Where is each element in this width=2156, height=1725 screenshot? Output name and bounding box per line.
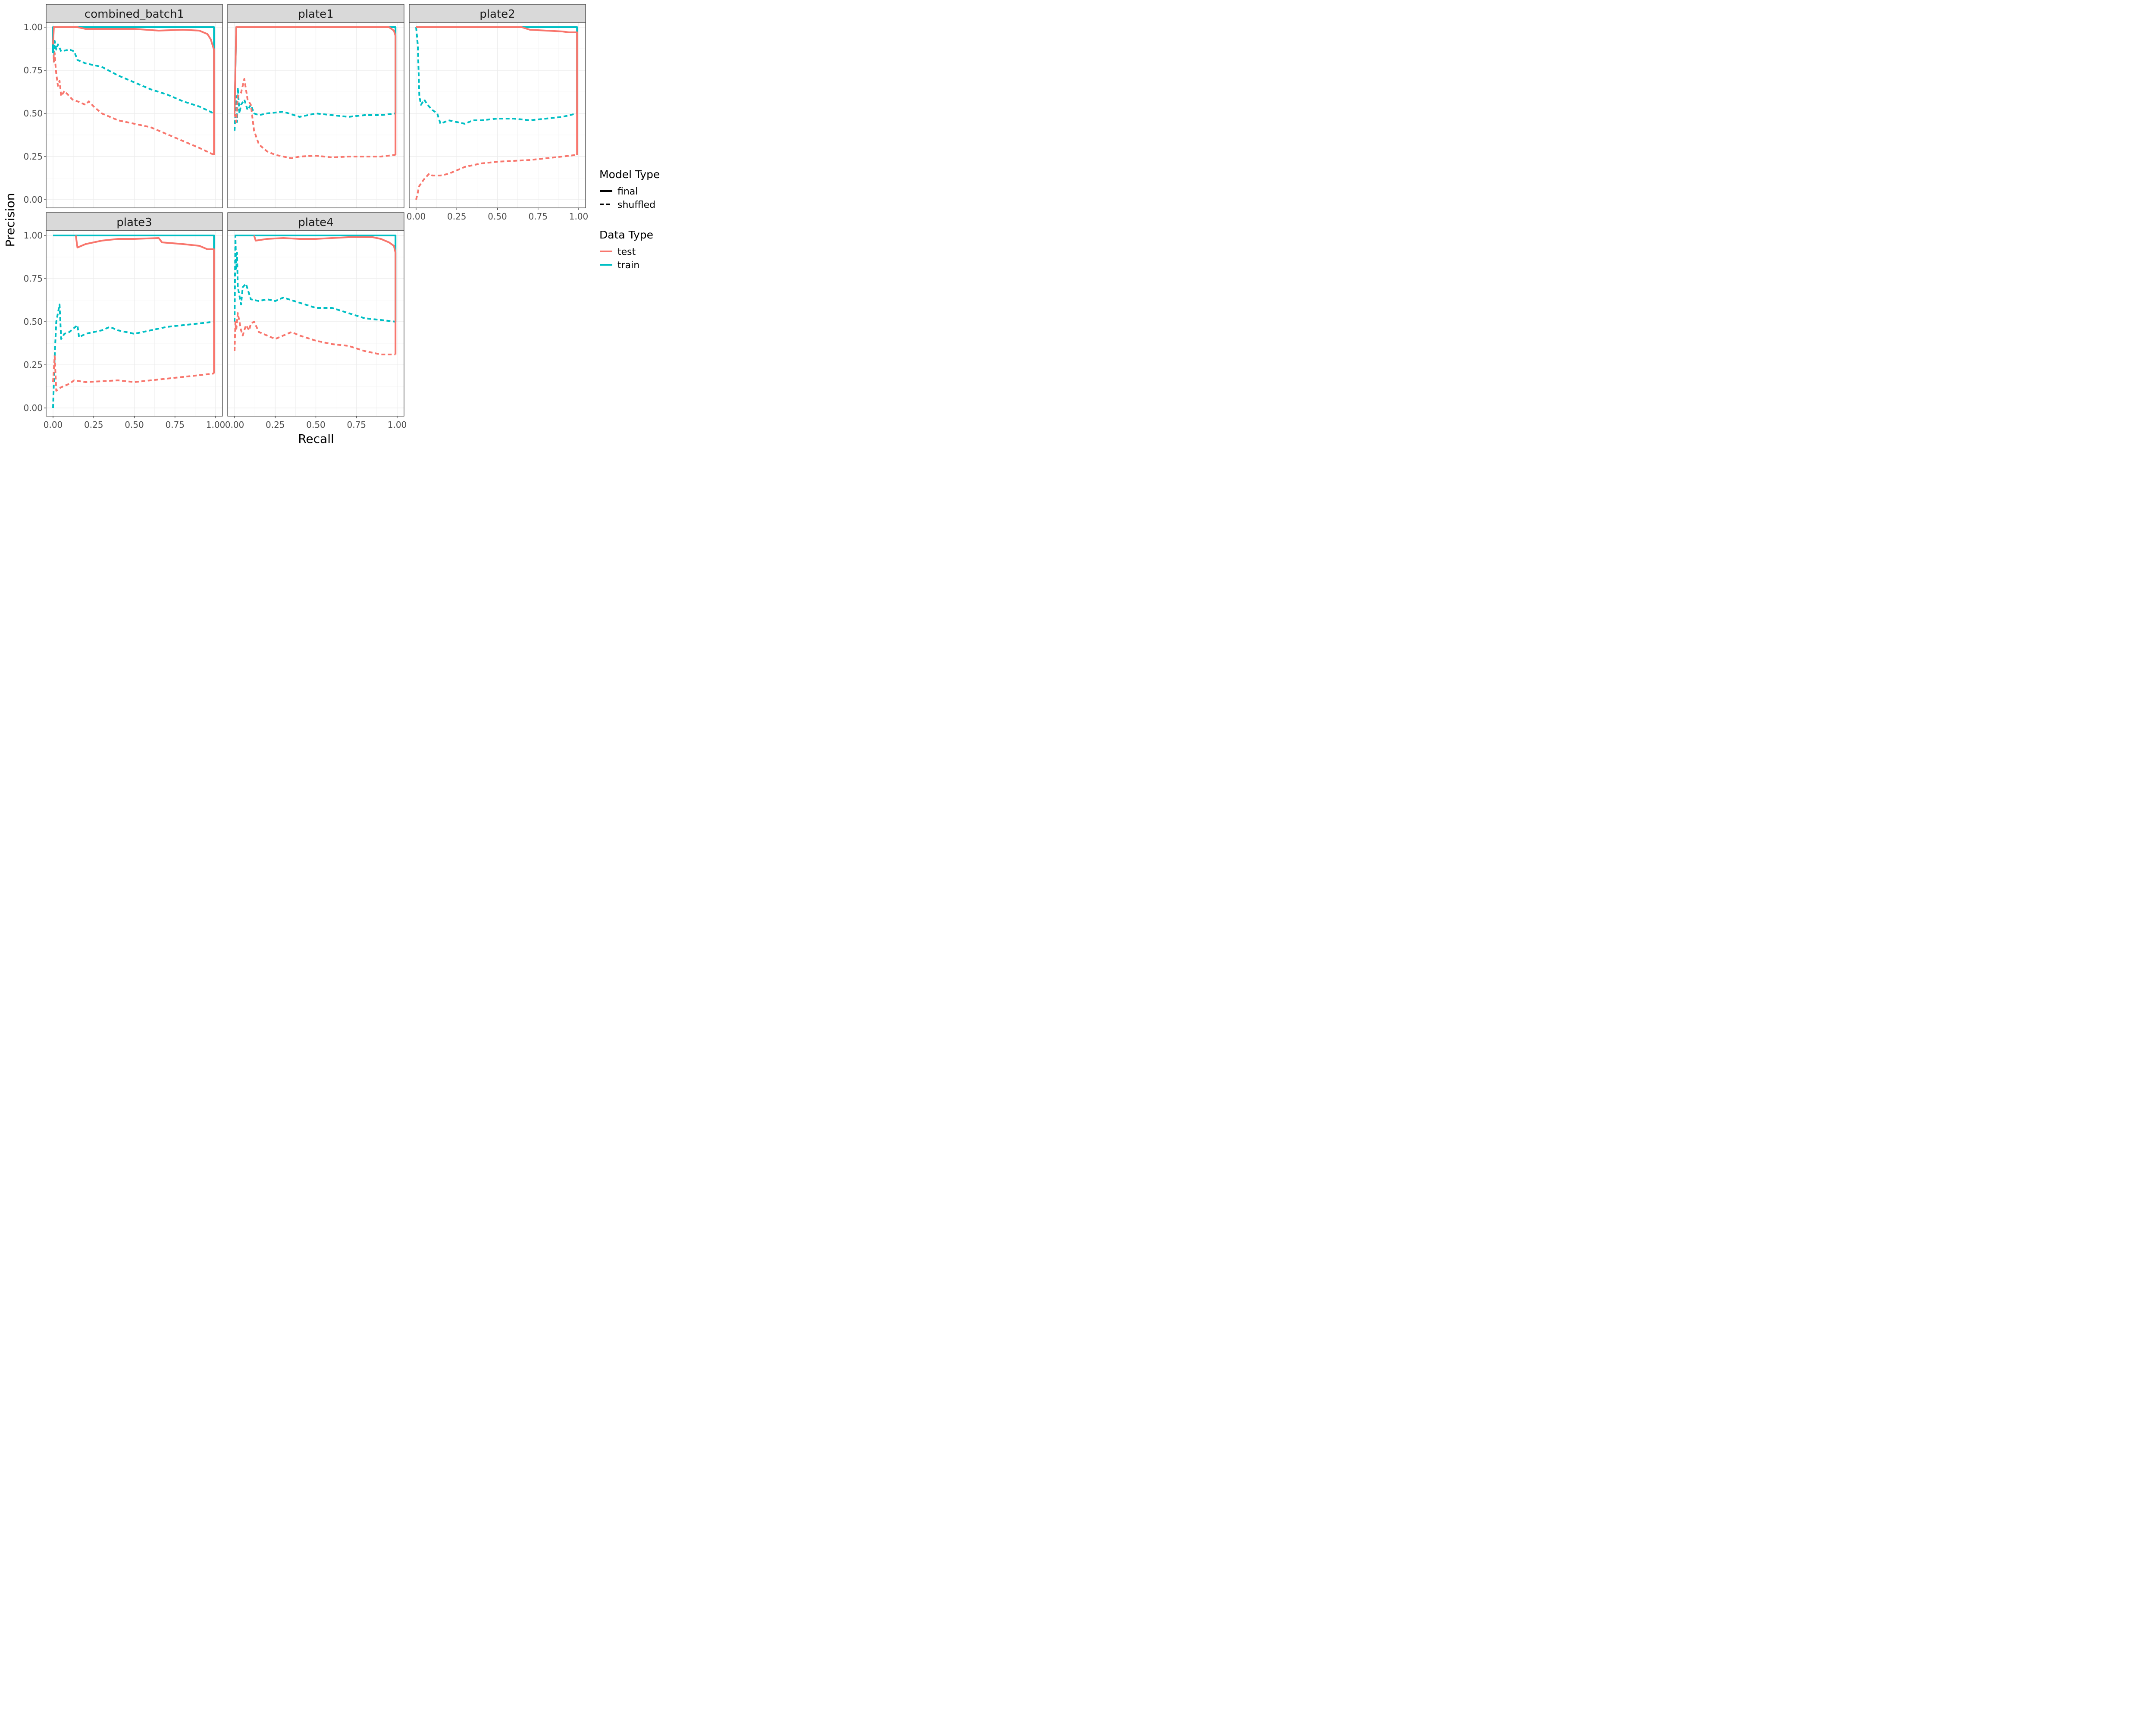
y-tick-label: 0.25 (23, 151, 43, 162)
x-tick-label: 0.75 (347, 420, 366, 430)
facet-strip (409, 4, 586, 23)
legend-label-test: test (617, 247, 636, 257)
facet-strip (46, 212, 223, 231)
y-tick-label: 0.25 (23, 360, 43, 370)
facet-panel-combined_batch1: combined_batch1 (46, 4, 223, 208)
x-tick-label: 0.25 (266, 420, 285, 430)
y-tick-label: 0.50 (23, 108, 43, 119)
series-line-test-final (234, 26, 397, 155)
y-tick-label: 0.75 (23, 65, 43, 75)
gridlines (228, 231, 404, 416)
facet-panel-plate1: plate1 (227, 4, 404, 208)
x-tick-label: 0.25 (84, 420, 103, 430)
series-line-train-shuffled (52, 304, 214, 408)
axes-layer: 0.000.250.500.751.000.00 0.25 0.50 0.75 1.00… (3, 22, 588, 446)
x-tick-label: 0.75 (528, 211, 548, 222)
facet-panels: combined_batch1 plate1 plate2 plate3 plate4 (46, 4, 586, 417)
facet-title: plate2 (479, 8, 515, 21)
series-line-test-shuffled (415, 154, 577, 200)
series-line-train-shuffled (234, 235, 396, 323)
facet-title: plate1 (298, 8, 333, 21)
legend: Model Type final shuffled Data Type test trai… (599, 168, 660, 271)
x-tick-label: 1.00 (206, 420, 226, 430)
y-tick-label: 0.00 (23, 403, 43, 413)
y-tick-label: 0.00 (23, 194, 43, 205)
facet-title: plate3 (116, 216, 152, 229)
series-line-test-shuffled (234, 312, 396, 355)
facet-panel-plate3: plate3 (46, 212, 223, 417)
x-tick-label: 0.00 (407, 211, 426, 222)
y-tick-label: 0.50 (23, 317, 43, 327)
series-line-train-shuffled (415, 27, 577, 125)
y-tick-label: 1.00 (23, 230, 43, 241)
series-line-train-shuffled (234, 87, 396, 131)
series-line-test-final (52, 26, 215, 155)
series-line-test-final (75, 235, 215, 373)
y-tick-label: 1.00 (23, 22, 43, 32)
x-axis-title: Recall (298, 432, 334, 446)
x-tick-label: 0.50 (125, 420, 144, 430)
series-line-test-shuffled (234, 78, 396, 159)
panel-border (227, 22, 404, 208)
legend-data-type: Data Type test train (599, 229, 653, 271)
panel-border (46, 22, 223, 208)
series-line-test-final (416, 26, 578, 155)
series-line-test-final (253, 235, 397, 354)
facet-title: plate4 (298, 216, 333, 229)
legend-model-type: Model Type final shuffled (599, 168, 660, 210)
legend-label-final: final (617, 186, 638, 197)
x-tick-label: 0.50 (306, 420, 326, 430)
facet-strip (227, 4, 404, 23)
gridlines (409, 22, 586, 208)
series-line-test-shuffled (52, 35, 215, 156)
x-tick-label: 0.75 (165, 420, 185, 430)
x-tick-label: 0.00 (44, 420, 63, 430)
y-axis-title: Precision (3, 193, 17, 247)
y-tick-label: 0.75 (23, 273, 43, 284)
legend-title-model-type: Model Type (599, 168, 660, 181)
facet-strip (227, 212, 404, 231)
x-tick-label: 0.50 (488, 211, 507, 222)
x-tick-label: 0.25 (447, 211, 467, 222)
facet-panel-plate2: plate2 (409, 4, 586, 208)
series-line-train-shuffled (52, 35, 215, 114)
legend-title-data-type: Data Type (599, 229, 653, 241)
x-tick-label: 0.00 (225, 420, 244, 430)
facet-panel-plate4: plate4 (227, 212, 404, 417)
legend-label-train: train (617, 260, 639, 271)
x-tick-label: 1.00 (569, 211, 589, 222)
series-line-test-shuffled (52, 355, 214, 392)
x-tick-label: 1.00 (388, 420, 407, 430)
facet-title: combined_batch1 (85, 8, 184, 21)
legend-label-shuffled: shuffled (617, 200, 655, 210)
facet-strip (46, 4, 223, 23)
